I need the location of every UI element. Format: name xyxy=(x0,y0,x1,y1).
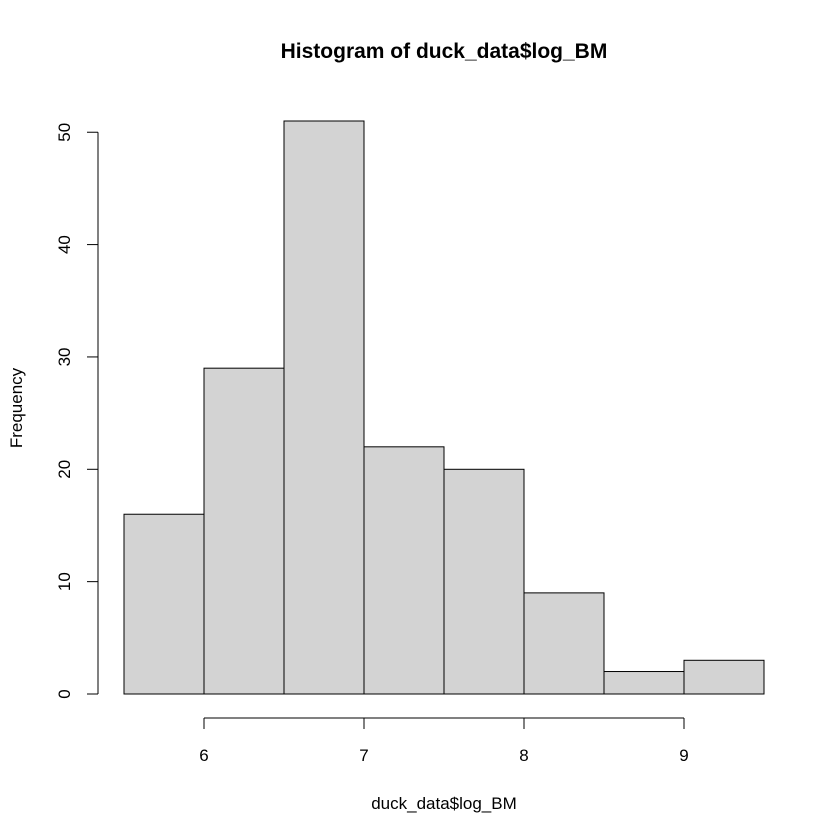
bars-group xyxy=(123,120,765,695)
y-tick-label: 50 xyxy=(55,123,74,142)
y-tick-label: 10 xyxy=(55,572,74,591)
histogram-bar xyxy=(603,671,685,695)
histogram-bar xyxy=(203,367,285,695)
y-axis-label: Frequency xyxy=(7,367,26,448)
y-tick-label: 30 xyxy=(55,347,74,366)
x-tick-label: 7 xyxy=(359,746,368,765)
x-tick-label: 8 xyxy=(519,746,528,765)
x-tick-label: 6 xyxy=(199,746,208,765)
x-axis: 6 7 8 9 xyxy=(199,717,689,765)
y-tick-label: 0 xyxy=(55,689,74,698)
y-tick-label: 40 xyxy=(55,235,74,254)
histogram-bar xyxy=(683,659,765,695)
x-tick-label: 9 xyxy=(679,746,688,765)
y-axis: 0 10 20 30 40 50 xyxy=(55,123,99,699)
histogram-bar xyxy=(523,592,605,695)
histogram-bar xyxy=(443,468,525,695)
histogram-bar xyxy=(123,513,205,695)
x-axis-label: duck_data$log_BM xyxy=(371,794,517,813)
histogram-bar xyxy=(283,120,365,695)
chart-title: Histogram of duck_data$log_BM xyxy=(281,40,608,63)
y-tick-label: 20 xyxy=(55,460,74,479)
histogram-bar xyxy=(363,446,445,695)
